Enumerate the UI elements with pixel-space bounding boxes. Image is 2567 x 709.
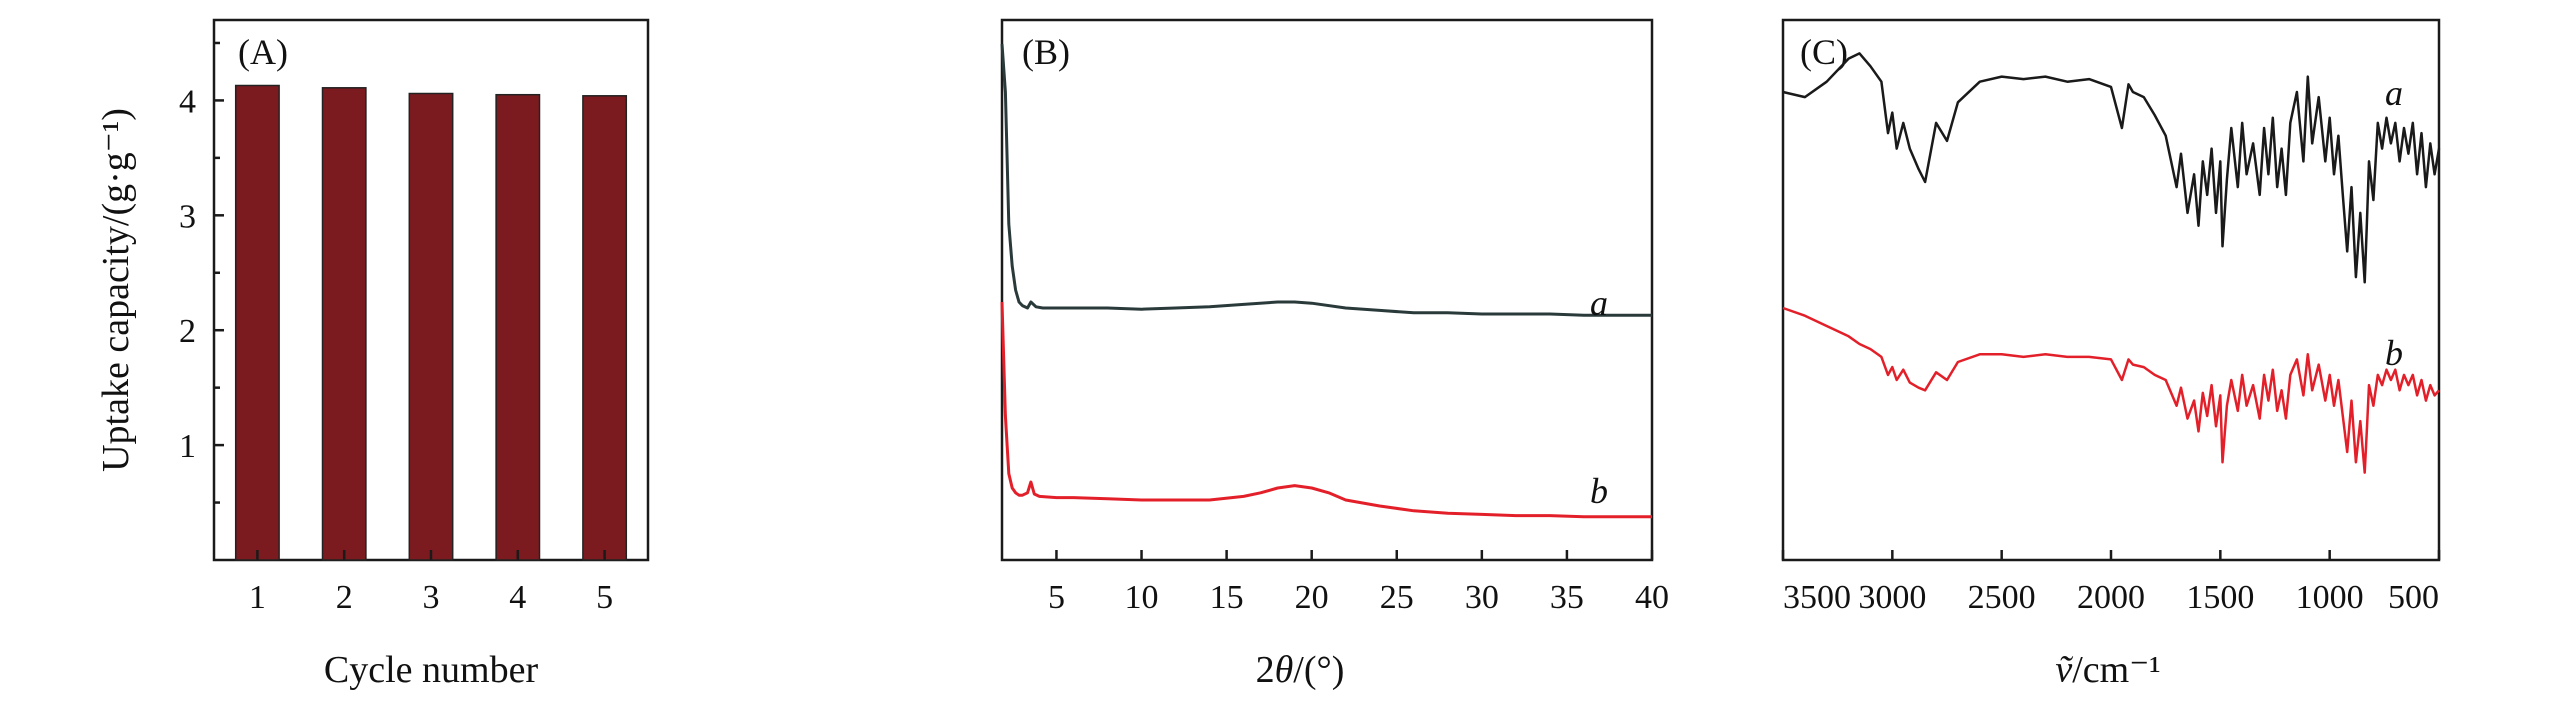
series-b-line [1782, 306, 2440, 474]
x-tick-label: 4 [509, 579, 526, 616]
x-tick-label: 5 [1048, 579, 1065, 616]
panel-c-label: (C) [1800, 32, 1848, 72]
x-tick-label: 5 [596, 579, 613, 616]
x-tick-label: 35 [1550, 579, 1584, 616]
x-tick-label: 3000 [1858, 579, 1926, 616]
panel-c-x-axis-title: ṽ/cm⁻¹ [2055, 649, 2160, 691]
panel-a-label: (A) [238, 32, 288, 72]
y-tick-label: 3 [179, 198, 196, 235]
y-tick-label: 4 [179, 83, 196, 120]
panel-b-x-axis-title: 2θ/(°) [1256, 649, 1345, 691]
bar-cycle-4 [495, 93, 541, 561]
x-tick-label: 40 [1635, 579, 1669, 616]
y-tick-label: 2 [179, 313, 196, 350]
x-tick-label: 25 [1380, 579, 1414, 616]
curve-label-b: b [2385, 333, 2403, 373]
panel-c: (C) 3500 3000 2500 2000 1500 1000 500 a b ṽ/cm… [1781, 18, 2441, 691]
x-tick-label: 15 [1210, 579, 1244, 616]
curve-label-a: a [2385, 73, 2403, 113]
x-tick-label: 1000 [2296, 579, 2364, 616]
panel-a-y-axis-title: Uptake capacity/(g·g⁻¹) [95, 108, 137, 472]
bar-cycle-2 [321, 87, 367, 561]
bar-cycle-5 [582, 95, 628, 561]
panel-b-frame [1000, 18, 1654, 562]
x-tick-label: 1 [249, 579, 266, 616]
panel-b-label: (B) [1022, 32, 1070, 72]
series-b-line [1000, 301, 1652, 519]
bar-cycle-3 [408, 92, 454, 561]
x-tick-label: 30 [1465, 579, 1499, 616]
x-tick-label: 2 [336, 579, 353, 616]
bar-cycle-1 [234, 84, 280, 561]
x-tick-label: 2500 [1968, 579, 2036, 616]
panel-a-x-axis-title: Cycle number [324, 649, 539, 691]
x-tick-label: 20 [1295, 579, 1329, 616]
curve-label-a: a [1590, 283, 1608, 323]
series-a-line [1782, 52, 2441, 284]
panel-c-frame [1781, 18, 2441, 562]
series-a-line [1000, 43, 1652, 317]
x-tick-label: 3 [423, 579, 440, 616]
x-tick-label: 3500 [1783, 579, 1851, 616]
x-tick-label: 10 [1125, 579, 1159, 616]
curve-label-b: b [1590, 471, 1608, 511]
x-tick-label: 1500 [2186, 579, 2254, 616]
panel-b: (B) 5 10 15 20 25 30 35 40 a b 2θ/(°) [1000, 18, 1669, 691]
x-tick-label: 500 [2388, 579, 2439, 616]
panel-a: (A) 1 2 3 4 1 2 3 4 5 Cycle number Uptake capac… [95, 18, 650, 691]
x-tick-label: 2000 [2077, 579, 2145, 616]
y-tick-label: 1 [179, 428, 196, 465]
